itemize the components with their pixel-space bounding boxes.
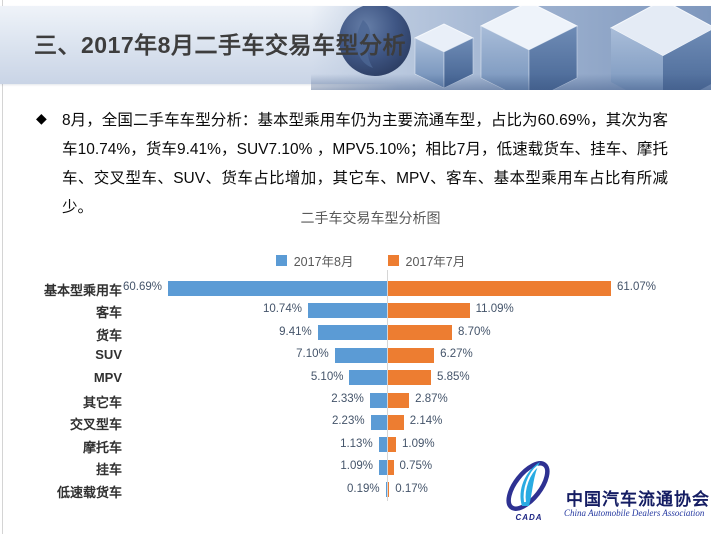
value-label-aug: 1.09% bbox=[340, 460, 373, 473]
page-title: 三、2017年8月二手车交易车型分析 bbox=[34, 32, 406, 58]
value-label-jul: 61.07% bbox=[617, 281, 657, 293]
bar-aug bbox=[370, 415, 387, 431]
value-label-jul: 8.70% bbox=[458, 325, 491, 338]
cubes-globe-photo bbox=[311, 6, 711, 90]
chart-axis-line bbox=[387, 270, 388, 501]
value-label-aug: 2.23% bbox=[331, 415, 365, 428]
chart-row: SUV 7.10% 6.27% bbox=[0, 344, 711, 366]
chart-row: 挂车 1.09% 0.75% bbox=[0, 456, 711, 478]
bar-aug bbox=[349, 370, 387, 386]
value-label-jul: 0.75% bbox=[399, 460, 433, 473]
bar-aug bbox=[369, 392, 387, 408]
chart-row: 客车 10.74% 11.09% bbox=[0, 299, 711, 321]
bar-jul bbox=[388, 482, 390, 498]
bar-aug bbox=[168, 280, 387, 296]
cada-name-chinese: 中国汽车流通协会 bbox=[566, 490, 710, 509]
bar-jul bbox=[388, 325, 453, 341]
chart-row: 交叉型车 2.23% 2.14% bbox=[0, 411, 711, 433]
bar-jul bbox=[388, 459, 394, 475]
chart-legend: 2017年8月 2017年7月 bbox=[30, 251, 711, 270]
value-label-jul: 5.85% bbox=[437, 370, 470, 383]
legend-swatch-icon bbox=[387, 255, 399, 266]
value-label-aug: 60.69% bbox=[122, 281, 162, 293]
cube-icon bbox=[413, 23, 475, 89]
cube-icon bbox=[479, 6, 579, 90]
value-label-aug: 5.10% bbox=[310, 370, 344, 383]
chart-title: 二手车交易车型分析图 bbox=[300, 210, 441, 226]
bar-aug bbox=[334, 347, 387, 363]
value-label-jul: 6.27% bbox=[440, 348, 473, 361]
bar-jul bbox=[388, 415, 404, 431]
bar-aug bbox=[378, 437, 387, 453]
chart-row: 货车 9.41% 8.70% bbox=[0, 322, 711, 344]
category-label: 客车 bbox=[95, 305, 122, 321]
chart-row: 低速载货车 0.19% 0.17% bbox=[0, 479, 711, 501]
bar-jul bbox=[388, 303, 470, 319]
bar-aug bbox=[317, 325, 387, 341]
cada-logo: CADA 中国汽车流通协会 China Automobile Dealers A… bbox=[492, 459, 710, 529]
value-label-aug: 9.41% bbox=[279, 325, 312, 338]
slide-left-border bbox=[2, 0, 3, 534]
cada-acronym: CADA bbox=[515, 513, 543, 522]
value-label-aug: 1.13% bbox=[340, 437, 373, 450]
legend-label: 2017年8月 bbox=[293, 255, 354, 269]
bar-jul bbox=[388, 370, 432, 386]
legend-item: 2017年7月 bbox=[387, 251, 466, 270]
value-label-jul: 11.09% bbox=[475, 303, 514, 316]
value-label-aug: 7.10% bbox=[296, 348, 329, 361]
summary-block: ◆ 8月，全国二手车车型分析：基本型乘用车仍为主要流通车型，占比为60.69%，… bbox=[36, 106, 668, 222]
globe-icon bbox=[339, 6, 411, 76]
value-label-aug: 10.74% bbox=[262, 303, 302, 316]
value-label-aug: 0.19% bbox=[346, 482, 380, 495]
bar-jul bbox=[388, 347, 435, 363]
chart-plot-area: 基本型乘用车 60.69% 61.07% 客车 10.74% 11.09% 货车 9.41% 8… bbox=[0, 277, 711, 507]
value-label-jul: 0.17% bbox=[395, 482, 428, 495]
bar-aug bbox=[378, 459, 387, 475]
cube-icon bbox=[609, 6, 711, 90]
cada-emblem-icon bbox=[506, 461, 550, 511]
category-label: 基本型乘用车 bbox=[43, 283, 122, 298]
value-label-jul: 2.14% bbox=[409, 415, 443, 428]
category-label: 其它车 bbox=[82, 395, 122, 410]
cubes-globe-illustration bbox=[339, 6, 711, 90]
bar-jul bbox=[388, 392, 410, 408]
category-label: 货车 bbox=[95, 327, 122, 343]
value-label-jul: 2.87% bbox=[415, 393, 448, 405]
value-label-aug: 2.33% bbox=[331, 393, 364, 405]
bar-jul bbox=[388, 437, 397, 453]
category-label: 低速载货车 bbox=[56, 484, 122, 500]
category-label: 交叉型车 bbox=[69, 417, 122, 433]
chart-row: 其它车 2.33% 2.87% bbox=[0, 389, 711, 411]
legend-swatch-icon bbox=[275, 255, 287, 266]
cada-name-english: China Automobile Dealers Association bbox=[564, 508, 705, 518]
value-label-jul: 1.09% bbox=[402, 437, 435, 450]
bar-aug bbox=[307, 303, 387, 319]
chart-row: MPV 5.10% 5.85% bbox=[0, 367, 711, 389]
chart-row: 基本型乘用车 60.69% 61.07% bbox=[0, 277, 711, 299]
category-label: 挂车 bbox=[95, 462, 122, 478]
category-label: 摩托车 bbox=[82, 439, 122, 455]
chart-row: 摩托车 1.13% 1.09% bbox=[0, 434, 711, 456]
bar-jul bbox=[388, 280, 611, 296]
category-label: SUV bbox=[95, 347, 122, 363]
legend-item: 2017年8月 bbox=[275, 251, 354, 270]
category-label: MPV bbox=[93, 369, 122, 385]
header-band: 三、2017年8月二手车交易车型分析 bbox=[0, 6, 711, 90]
photo-floor-shadow bbox=[311, 74, 711, 90]
bar-aug bbox=[385, 482, 387, 498]
legend-label: 2017年7月 bbox=[405, 255, 466, 269]
summary-text: 8月，全国二手车车型分析：基本型乘用车仍为主要流通车型，占比为60.69%，其次… bbox=[62, 112, 668, 216]
diamond-bullet-icon: ◆ bbox=[36, 110, 47, 126]
